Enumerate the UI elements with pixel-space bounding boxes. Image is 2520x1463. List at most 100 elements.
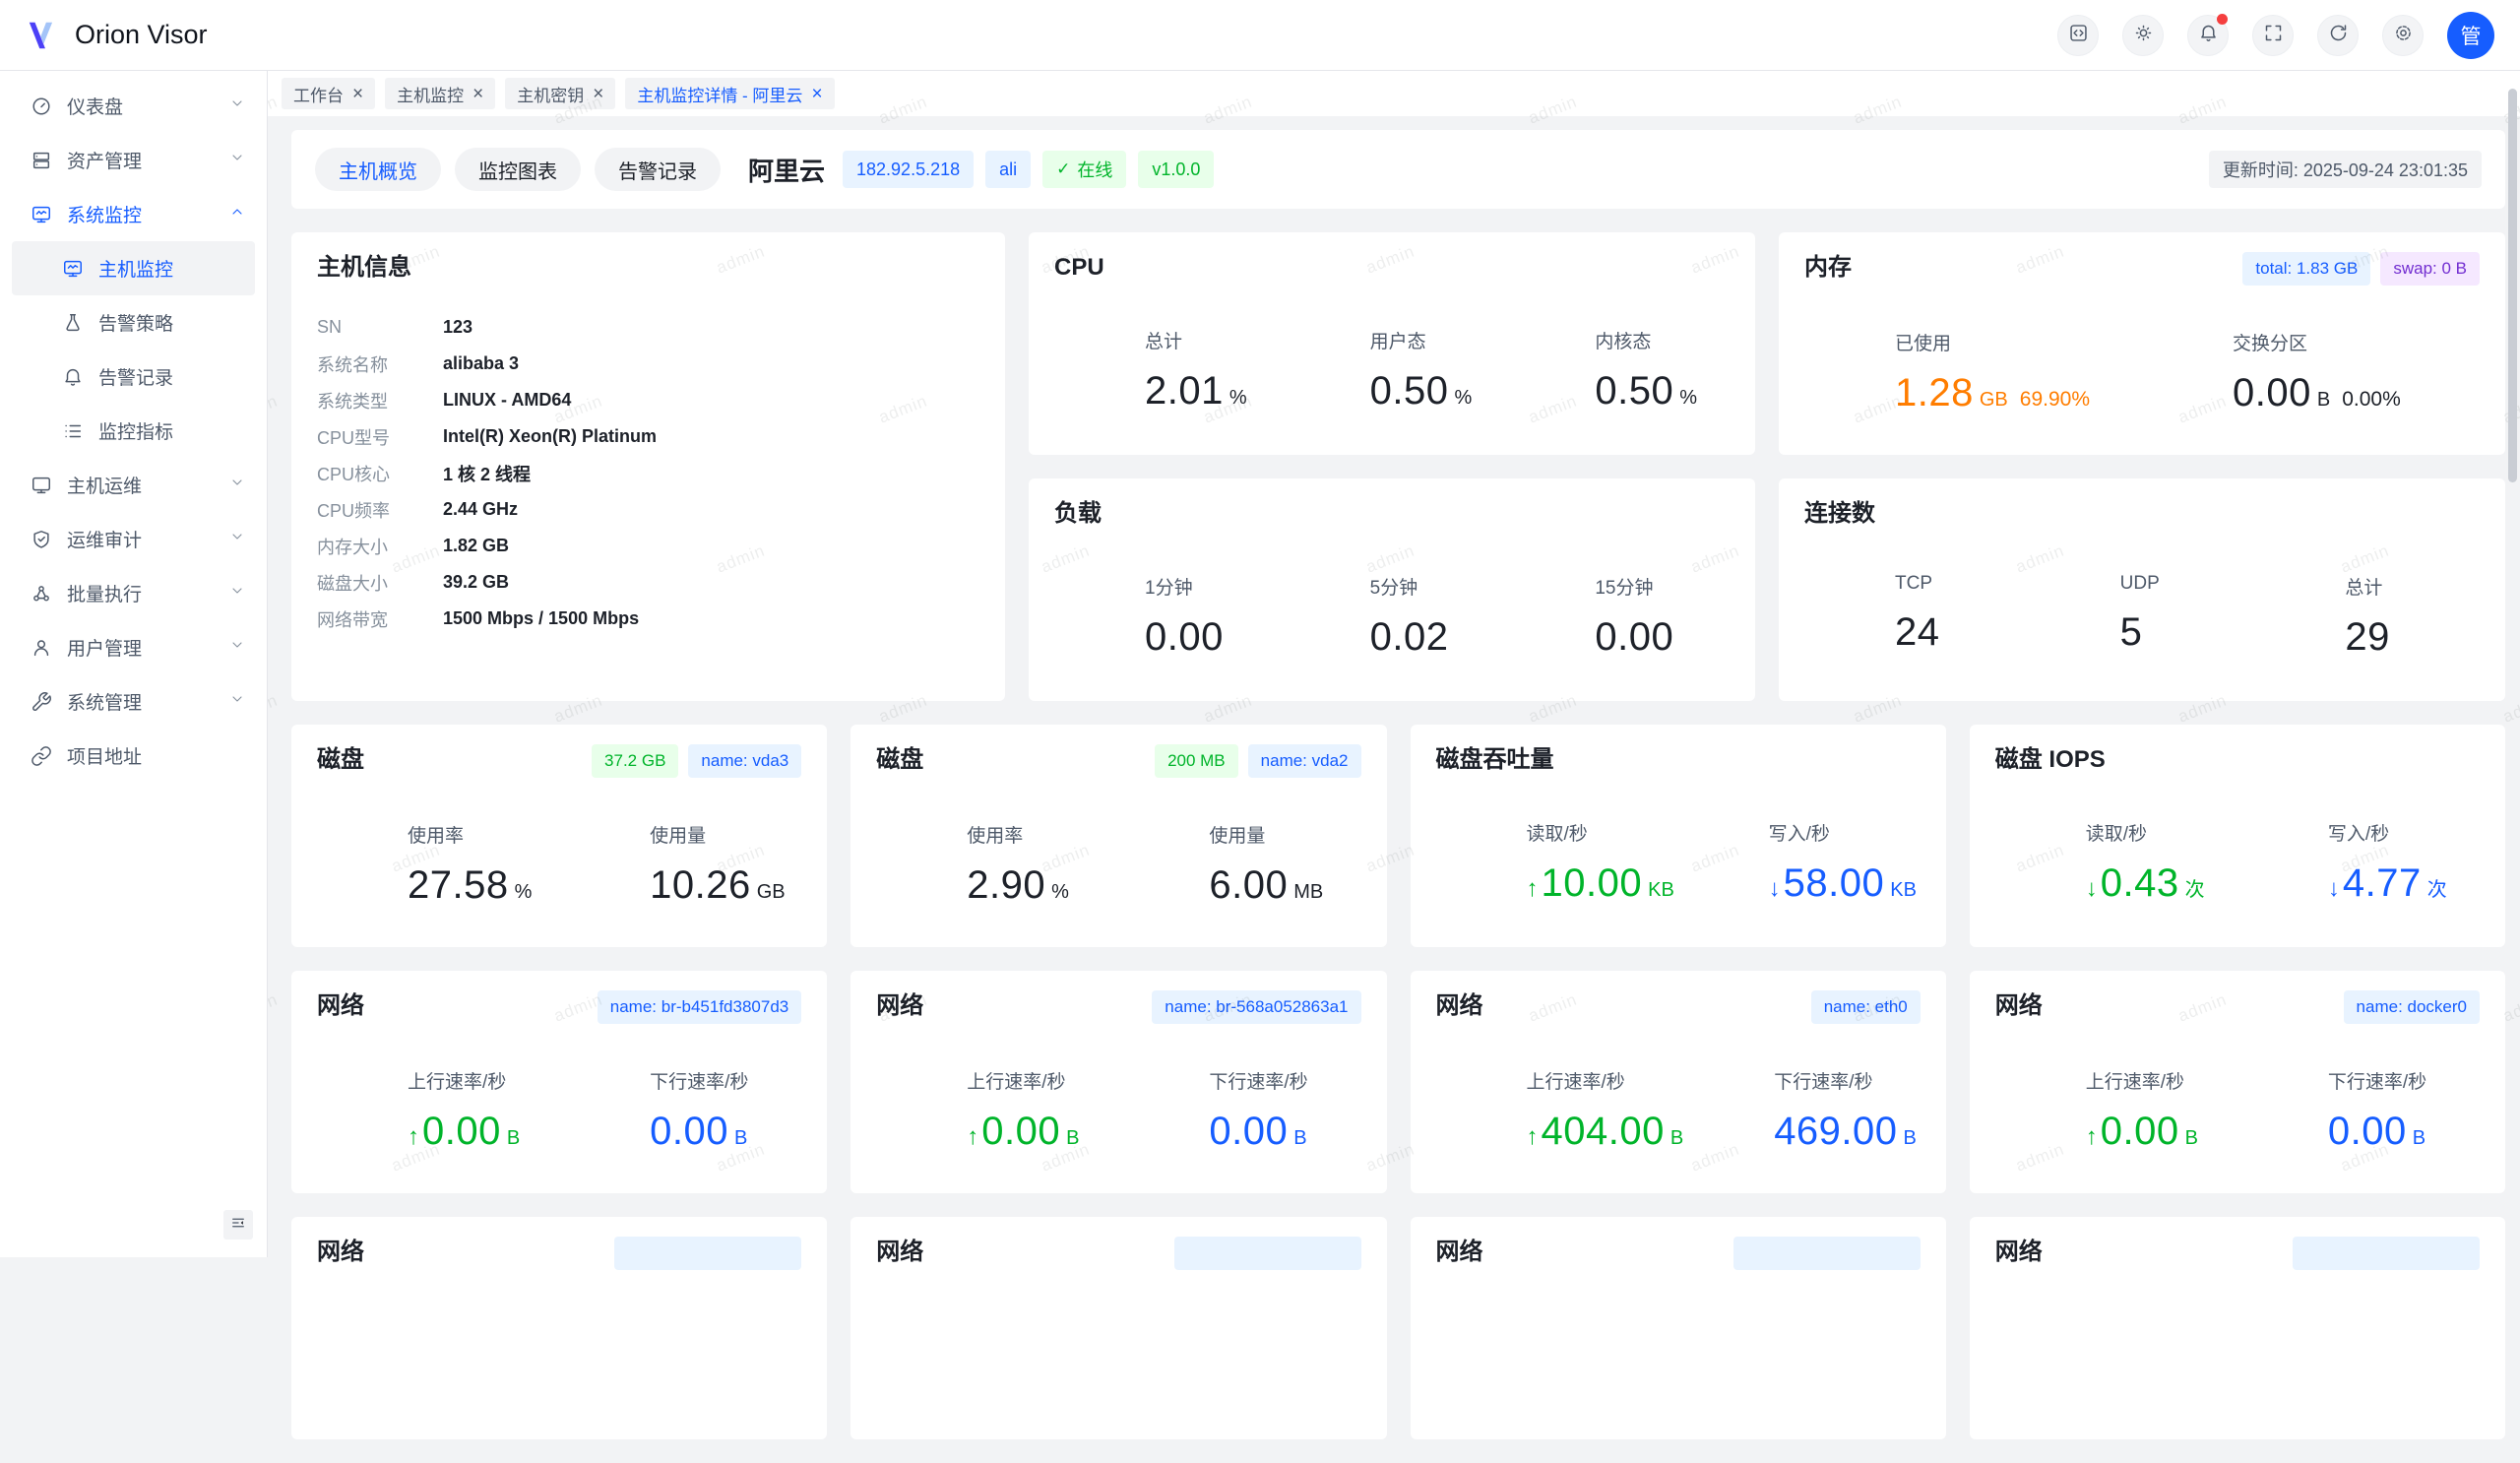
disk-size-badge: 200 MB	[1155, 744, 1238, 778]
sidebar-item-label: 主机监控	[98, 255, 233, 282]
down-arrow-icon: ↓	[2086, 875, 2098, 903]
sidebar-item-alert-records[interactable]: 告警记录	[0, 350, 267, 404]
stat-disk-usage-rate: 使用率 2.90%	[876, 821, 1118, 908]
stat-conn-udp: UDP 5	[2030, 573, 2255, 660]
partial-grid: 网络 网络 网络 网络	[291, 1217, 2505, 1439]
card-load: 负载 1分钟 0.00 5分钟 0.02 15分钟 0.00	[1029, 478, 1755, 701]
disk-name-badge: name: vda2	[1248, 744, 1361, 778]
vertical-scrollbar[interactable]	[2508, 89, 2517, 482]
stat-load-15m: 15分钟 0.00	[1504, 573, 1730, 660]
navbar-actions: 管	[2057, 12, 2494, 59]
close-icon[interactable]: ×	[811, 85, 822, 103]
host-name: 阿里云	[748, 152, 825, 188]
sidebar-item-user-management[interactable]: 用户管理	[0, 620, 267, 674]
servers-icon	[30, 149, 53, 172]
gear-icon	[2393, 23, 2414, 48]
main-area: 工作台 × 主机监控 × 主机密钥 × 主机监控详情 - 阿里云 × 主机概览 …	[268, 71, 2520, 1257]
top-navbar: Orion Visor 管	[0, 0, 2520, 71]
close-icon[interactable]: ×	[352, 85, 363, 103]
card-title: 磁盘	[317, 744, 364, 776]
host-version-badge: v1.0.0	[1138, 151, 1214, 188]
refresh-icon	[2328, 23, 2349, 48]
close-icon[interactable]: ×	[593, 85, 603, 103]
fullscreen-button[interactable]	[2252, 15, 2294, 56]
sidebar-item-alert-policy[interactable]: 告警策略	[0, 295, 267, 350]
chevron-up-icon	[229, 204, 245, 225]
stat-load-5m: 5分钟 0.02	[1280, 573, 1505, 660]
sidebar-item-project-link[interactable]: 项目地址	[0, 729, 267, 783]
refresh-button[interactable]	[2317, 15, 2359, 56]
card-title: 磁盘	[876, 744, 923, 776]
code-button[interactable]	[2057, 15, 2099, 56]
stat-conn-tcp: TCP 24	[1804, 573, 2030, 660]
sidebar-item-dashboard[interactable]: 仪表盘	[0, 79, 267, 133]
sidebar-item-host-ops[interactable]: 主机运维	[0, 458, 267, 512]
up-arrow-icon: ↑	[408, 1123, 419, 1151]
chevron-down-icon	[229, 691, 245, 713]
tab-bar: 工作台 × 主机监控 × 主机密钥 × 主机监控详情 - 阿里云 ×	[268, 71, 2520, 116]
app-title: Orion Visor	[75, 20, 208, 50]
view-button-host-overview[interactable]: 主机概览	[315, 148, 441, 191]
stat-cpu-total: 总计 2.01%	[1054, 327, 1280, 413]
theme-toggle-button[interactable]	[2122, 15, 2164, 56]
card-title: 磁盘吞吐量	[1436, 744, 1554, 776]
content: 主机概览 监控图表 告警记录 阿里云 182.92.5.218 ali ✓ 在线…	[268, 116, 2520, 1463]
sidebar-item-asset-management[interactable]: 资产管理	[0, 133, 267, 187]
stat-conn-total: 总计 29	[2254, 573, 2480, 660]
sidebar-item-label: 用户管理	[67, 634, 229, 661]
host-ip-badge: 182.92.5.218	[843, 151, 974, 188]
sidebar-item-host-monitor[interactable]: 主机监控	[12, 241, 255, 295]
bell-icon	[61, 365, 85, 389]
sidebar-item-label: 系统管理	[67, 688, 229, 715]
card-network-partial: 网络	[850, 1217, 1386, 1439]
sidebar-item-monitor-metrics[interactable]: 监控指标	[0, 404, 267, 458]
view-button-monitor-charts[interactable]: 监控图表	[455, 148, 581, 191]
status-text: 在线	[1077, 157, 1112, 182]
tab-host-monitor-detail[interactable]: 主机监控详情 - 阿里云 ×	[625, 78, 834, 109]
avatar[interactable]: 管	[2447, 12, 2494, 59]
tab-host-monitor[interactable]: 主机监控 ×	[385, 78, 495, 109]
close-icon[interactable]: ×	[472, 85, 483, 103]
tab-label: 主机密钥	[517, 82, 584, 106]
sidebar-item-label: 系统监控	[67, 201, 229, 227]
card-title: 磁盘 IOPS	[1995, 744, 2106, 776]
stat-cpu-kernel: 内核态 0.50%	[1504, 327, 1730, 413]
monitor-wave-icon	[61, 257, 85, 281]
sidebar-item-ops-audit[interactable]: 运维审计	[0, 512, 267, 566]
card-title: CPU	[1054, 252, 1104, 284]
card-title: 主机信息	[317, 252, 411, 284]
chevron-down-icon	[229, 95, 245, 117]
sidebar-item-label: 运维审计	[67, 526, 229, 552]
view-button-alert-records[interactable]: 告警记录	[595, 148, 721, 191]
card-title: 连接数	[1804, 498, 1875, 530]
sidebar-item-system-monitor[interactable]: 系统监控	[0, 187, 267, 241]
sidebar-item-system-management[interactable]: 系统管理	[0, 674, 267, 729]
settings-button[interactable]	[2382, 15, 2424, 56]
orion-visor-logo-icon	[26, 17, 63, 54]
shield-check-icon	[30, 528, 53, 551]
sidebar-item-batch-exec[interactable]: 批量执行	[0, 566, 267, 620]
notifications-button[interactable]	[2187, 15, 2229, 56]
card-title: 内存	[1804, 252, 1852, 284]
tab-host-keys[interactable]: 主机密钥 ×	[505, 78, 615, 109]
sidebar-collapse-button[interactable]	[223, 1210, 253, 1240]
network-name-badge	[1174, 1237, 1361, 1270]
network-name-badge	[614, 1237, 801, 1270]
network-name-badge: name: br-568a052863a1	[1152, 990, 1360, 1024]
chevron-down-icon	[229, 637, 245, 659]
card-title: 网络	[317, 1237, 364, 1268]
wrench-icon	[30, 690, 53, 714]
tab-workbench[interactable]: 工作台 ×	[282, 78, 375, 109]
